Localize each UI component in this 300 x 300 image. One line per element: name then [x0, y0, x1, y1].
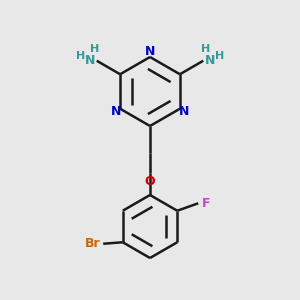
Text: N: N — [179, 105, 190, 118]
Text: N: N — [205, 54, 215, 67]
Text: N: N — [145, 45, 155, 58]
Text: H: H — [76, 51, 85, 61]
Text: O: O — [145, 175, 155, 188]
Text: N: N — [110, 105, 121, 118]
Text: F: F — [202, 197, 211, 210]
Text: H: H — [201, 44, 210, 54]
Text: Br: Br — [85, 237, 101, 250]
Text: N: N — [85, 54, 95, 67]
Text: H: H — [90, 44, 99, 54]
Text: H: H — [215, 51, 224, 61]
